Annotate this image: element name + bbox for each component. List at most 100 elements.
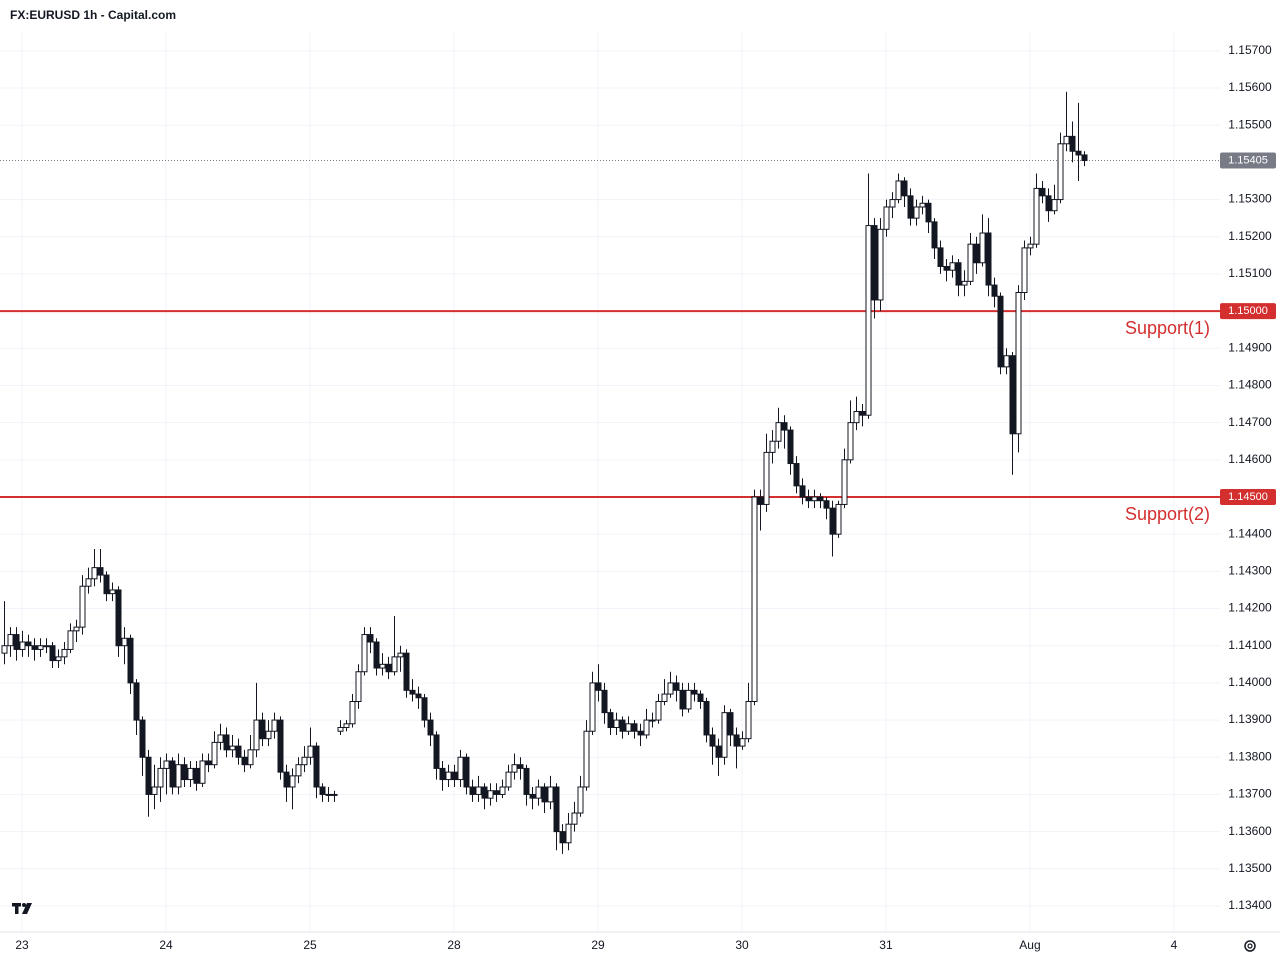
candle-body [277,719,284,773]
candle-body [901,180,908,197]
last-price-label: 1.15405 [1228,154,1268,166]
candle-body [37,645,44,650]
candle-body [55,656,62,662]
candle-body [733,734,740,747]
candle-body [25,641,32,647]
x-tick-label: 23 [15,938,29,952]
candle-body [961,280,968,286]
x-tick-label: 25 [303,938,317,952]
candle-body [703,700,710,736]
y-tick-label: 1.14800 [1228,378,1272,392]
candle-body [937,247,944,267]
candle-body [649,719,656,722]
x-tick-label: 29 [591,938,605,952]
candle-body [859,410,866,416]
candle-body [793,463,800,487]
candle-body [133,682,140,721]
candle-body [577,786,584,814]
candle-body [487,790,494,799]
candle-body [247,749,254,766]
y-tick-label: 1.13500 [1228,861,1272,875]
candle-body [1057,143,1064,201]
candle-body [1015,292,1022,435]
y-tick-label: 1.13400 [1228,898,1272,912]
candle-body [211,741,218,766]
candle-body [523,767,530,795]
candle-body [955,262,962,286]
candle-body [1003,355,1010,368]
candle-body [613,719,620,729]
candle-body [691,689,698,695]
candle-body [979,232,986,264]
candle-body [829,507,836,535]
candle-body [91,567,98,580]
candle-body [1039,187,1046,197]
candle-body [637,730,644,736]
candle-body [517,764,524,769]
candle-body [289,775,296,788]
candle-body [445,771,452,781]
candle-body [511,764,518,773]
candle-body [271,719,278,732]
candle-body [223,734,230,751]
candle-body [43,645,50,648]
candle-body [151,786,158,795]
candle-body [847,422,854,461]
candle-body [31,645,38,650]
candle-body [259,719,266,740]
candle-body [1021,247,1028,294]
candle-body [565,823,572,844]
candle-body [853,410,860,424]
candle-body [931,221,938,249]
settings-icon[interactable] [1244,940,1256,952]
candle-body [373,641,380,669]
candle-body [841,459,848,505]
x-tick-label: 4 [1171,938,1178,952]
candle-body [883,206,890,230]
candle-body [499,786,506,795]
candle-body [661,693,668,702]
candle-body [367,634,374,643]
candle-body [763,451,770,505]
candle-body [385,663,392,673]
candle-body [157,767,164,788]
candle-body [949,262,956,271]
candle-body [751,496,758,702]
candle-body [283,771,290,788]
candle-body [451,771,458,781]
y-tick-label: 1.15300 [1228,192,1272,206]
candle-body [907,195,914,219]
candle-body [547,786,554,803]
candle-body [799,485,806,498]
candle-body [727,712,734,736]
candle-body [679,689,686,710]
candle-body [589,682,596,732]
candle-body [655,700,662,721]
candle-body [991,284,998,297]
candle-body [739,738,746,747]
candle-body [919,202,926,208]
y-tick-label: 1.14900 [1228,340,1272,354]
candle-body [1045,195,1052,212]
candle-body [967,243,974,282]
logo [12,903,32,914]
candle-body [403,652,410,691]
candle-body [1075,150,1082,156]
candle-body [349,700,356,725]
candle-body [895,180,902,201]
candle-body [805,496,812,502]
candle-body [19,641,26,650]
candle-body [601,689,608,714]
candle-body [817,496,824,502]
price-badge [1220,303,1276,320]
price-badge-label: 1.14500 [1228,491,1268,503]
candle-body [1081,154,1088,162]
candle-body [1063,135,1070,145]
candle-body [781,422,788,431]
levels: 1.15000 Support(1) 1.14500 Support(2) 1.1540… [0,152,1276,524]
candle-body [745,700,752,740]
candle-body [13,634,20,650]
